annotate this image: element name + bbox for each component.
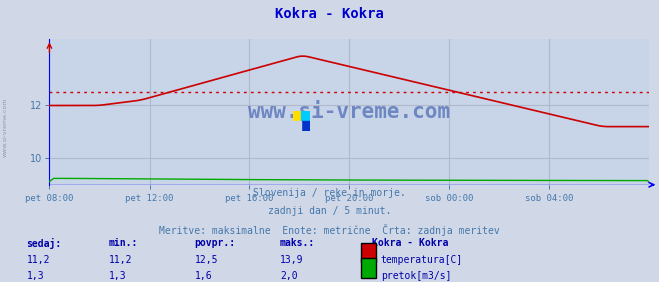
Bar bbox=[302, 121, 310, 131]
Text: 2,0: 2,0 bbox=[280, 271, 298, 281]
Text: povpr.:: povpr.: bbox=[194, 238, 235, 248]
Text: 1,6: 1,6 bbox=[194, 271, 212, 281]
Text: Kokra - Kokra: Kokra - Kokra bbox=[372, 238, 449, 248]
Text: www.si-vreme.com: www.si-vreme.com bbox=[248, 102, 450, 122]
Text: 1,3: 1,3 bbox=[26, 271, 44, 281]
Text: sedaj:: sedaj: bbox=[26, 238, 61, 249]
Text: 11,2: 11,2 bbox=[26, 255, 50, 265]
Text: temperatura[C]: temperatura[C] bbox=[381, 255, 463, 265]
Text: maks.:: maks.: bbox=[280, 238, 315, 248]
Text: zadnji dan / 5 minut.: zadnji dan / 5 minut. bbox=[268, 206, 391, 216]
Text: min.:: min.: bbox=[109, 238, 138, 248]
Text: Meritve: maksimalne  Enote: metrične  Črta: zadnja meritev: Meritve: maksimalne Enote: metrične Črta… bbox=[159, 224, 500, 236]
Text: 11,2: 11,2 bbox=[109, 255, 132, 265]
Text: Kokra - Kokra: Kokra - Kokra bbox=[275, 7, 384, 21]
Text: 1,3: 1,3 bbox=[109, 271, 127, 281]
Text: 12,5: 12,5 bbox=[194, 255, 218, 265]
Bar bbox=[293, 111, 302, 121]
Text: pretok[m3/s]: pretok[m3/s] bbox=[381, 271, 451, 281]
Bar bbox=[302, 111, 310, 121]
Text: Slovenija / reke in morje.: Slovenija / reke in morje. bbox=[253, 188, 406, 197]
Text: www.si-vreme.com: www.si-vreme.com bbox=[3, 97, 8, 157]
Bar bbox=[293, 121, 302, 131]
Text: 13,9: 13,9 bbox=[280, 255, 304, 265]
